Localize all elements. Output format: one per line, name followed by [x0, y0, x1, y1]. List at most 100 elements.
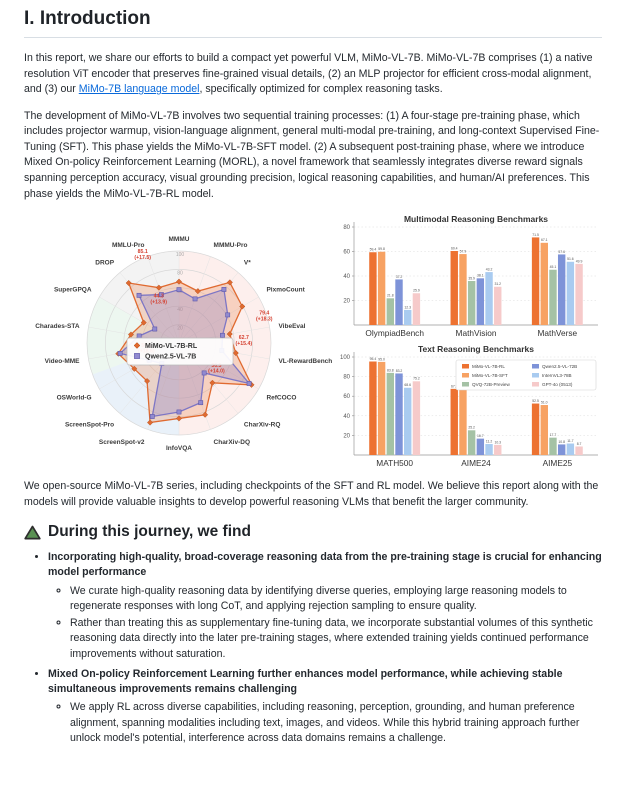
- svg-text:AIME24: AIME24: [461, 458, 491, 468]
- finding-item-1: Incorporating high-quality, broad-covera…: [48, 550, 602, 662]
- bar-charts-column: Multimodal Reasoning Benchmarks 20 40 60 80 O…: [330, 213, 602, 471]
- svg-text:MathVerse: MathVerse: [537, 328, 577, 338]
- finding-item-2: Mixed On-policy Reinforcement Learning f…: [48, 667, 602, 746]
- svg-text:MMMU: MMMU: [169, 236, 190, 243]
- findings-list: Incorporating high-quality, broad-covera…: [24, 550, 602, 746]
- svg-text:Text Reasoning Benchmarks: Text Reasoning Benchmarks: [418, 344, 534, 354]
- svg-text:8.7: 8.7: [577, 442, 582, 446]
- svg-text:85.1: 85.1: [138, 249, 148, 255]
- svg-text:DROP: DROP: [95, 260, 114, 267]
- finding-1-sub-2: Rather than treating this as supplementa…: [70, 616, 602, 662]
- multimodal-reasoning-chart: Multimodal Reasoning Benchmarks 20 40 60 80 O…: [343, 214, 598, 338]
- intro-paragraph-1: In this report, we share our efforts to …: [24, 51, 602, 98]
- svg-text:75.2: 75.2: [413, 377, 420, 381]
- svg-text:37.2: 37.2: [396, 275, 403, 279]
- svg-text:67.5: 67.5: [451, 384, 458, 388]
- benchmark-figure: 100 80 60 40 20 MMMU MMMU-Pro V* PixmoCount VibeE…: [24, 213, 602, 471]
- svg-text:60: 60: [343, 250, 350, 256]
- svg-text:59.4: 59.4: [370, 248, 377, 252]
- svg-text:40: 40: [343, 274, 350, 280]
- svg-text:(+15.4): (+15.4): [236, 341, 253, 347]
- svg-text:(+17.5): (+17.5): [134, 255, 151, 261]
- svg-text:21.8: 21.8: [387, 294, 394, 298]
- svg-text:11.7: 11.7: [567, 439, 573, 443]
- svg-text:40: 40: [177, 307, 183, 313]
- svg-text:MMMU-Pro: MMMU-Pro: [214, 242, 248, 249]
- svg-text:38.1: 38.1: [477, 274, 484, 278]
- svg-text:Charades-STA: Charades-STA: [35, 323, 80, 330]
- svg-text:51.0: 51.0: [541, 400, 548, 404]
- svg-text:16.7: 16.7: [477, 434, 484, 438]
- svg-text:20: 20: [177, 326, 183, 332]
- finding-2-title: Mixed On-policy Reinforcement Learning f…: [48, 667, 563, 696]
- svg-text:MathVision: MathVision: [456, 328, 497, 338]
- svg-text:Video-MME: Video-MME: [45, 358, 81, 365]
- svg-text:RefCOCO: RefCOCO: [266, 395, 296, 402]
- journey-heading-text: During this journey, we find: [48, 523, 251, 541]
- svg-text:QVQ-72B-Preview: QVQ-72B-Preview: [472, 382, 510, 387]
- svg-text:71.5: 71.5: [532, 233, 539, 237]
- svg-text:10.3: 10.3: [494, 440, 501, 444]
- svg-text:AIME25: AIME25: [543, 458, 573, 468]
- svg-text:31.2: 31.2: [494, 282, 501, 286]
- svg-text:(+18.3): (+18.3): [256, 316, 273, 322]
- svg-text:25.9: 25.9: [413, 289, 420, 293]
- svg-text:12.3: 12.3: [404, 305, 411, 309]
- svg-text:59.8: 59.8: [378, 247, 385, 251]
- text-reasoning-chart: Text Reasoning Benchmarks 20 40 60 80 100 MATH…: [340, 344, 598, 468]
- svg-text:56.5: 56.5: [211, 363, 221, 369]
- svg-text:25.2: 25.2: [468, 426, 475, 430]
- finding-1-sublist: We curate high-quality reasoning data by…: [48, 584, 602, 662]
- open-source-paragraph: We open-source MiMo-VL-7B series, includ…: [24, 480, 599, 508]
- svg-text:Multimodal Reasoning Benchmark: Multimodal Reasoning Benchmarks: [404, 214, 548, 224]
- svg-text:20: 20: [343, 433, 350, 439]
- radar-chart: 10080604020MMMUMMMU-ProV*PixmoCountVibeE…: [35, 236, 332, 452]
- svg-text:49.9: 49.9: [576, 259, 583, 263]
- svg-text:35.9: 35.9: [468, 276, 475, 280]
- svg-text:MiMo-VL-7B-RL: MiMo-VL-7B-RL: [145, 343, 198, 350]
- svg-text:95.0: 95.0: [378, 357, 385, 361]
- intro-paragraph-2: The development of MiMo-VL-7B involves t…: [24, 109, 600, 200]
- svg-text:CharXiv-DQ: CharXiv-DQ: [214, 439, 250, 446]
- svg-text:60: 60: [343, 394, 350, 400]
- svg-text:100: 100: [340, 355, 351, 361]
- svg-text:GPT-4o (0513): GPT-4o (0513): [542, 382, 573, 387]
- svg-text:100: 100: [176, 252, 185, 258]
- svg-text:60.4: 60.4: [451, 246, 458, 250]
- svg-text:VL-RewardBench: VL-RewardBench: [278, 358, 332, 365]
- svg-text:40: 40: [343, 414, 350, 420]
- svg-text:83.8: 83.8: [387, 368, 394, 372]
- svg-text:43.2: 43.2: [486, 268, 493, 272]
- svg-text:OSWorld-G: OSWorld-G: [57, 395, 92, 402]
- svg-text:95.4: 95.4: [370, 357, 377, 361]
- svg-text:(+13.9): (+13.9): [150, 299, 167, 305]
- svg-text:Qwen2.5-VL-7B: Qwen2.5-VL-7B: [145, 354, 196, 361]
- svg-text:62.7: 62.7: [239, 335, 249, 341]
- svg-text:57.6: 57.6: [558, 250, 565, 254]
- svg-text:MiMo-VL-7B-RL: MiMo-VL-7B-RL: [472, 364, 505, 369]
- svg-text:MMLU-Pro: MMLU-Pro: [112, 242, 145, 249]
- finding-1-title: Incorporating high-quality, broad-covera…: [48, 551, 602, 579]
- svg-text:80: 80: [343, 225, 350, 231]
- mountain-icon: [24, 525, 41, 540]
- svg-text:(+14.0): (+14.0): [208, 369, 225, 375]
- svg-text:51.6: 51.6: [567, 257, 574, 261]
- svg-text:10.8: 10.8: [558, 440, 565, 444]
- svg-text:44.3: 44.3: [154, 294, 164, 300]
- finding-2-sub-1: We apply RL across diverse capabilities,…: [70, 700, 602, 746]
- svg-text:45.1: 45.1: [550, 265, 557, 269]
- svg-text:79.4: 79.4: [259, 311, 269, 317]
- mimo-7b-language-model-link[interactable]: MiMo-7B language model: [78, 83, 200, 96]
- svg-text:InfoVQA: InfoVQA: [166, 445, 192, 452]
- svg-text:ScreenSpot-v2: ScreenSpot-v2: [99, 439, 145, 446]
- journey-heading: During this journey, we find: [24, 523, 602, 541]
- svg-text:ScreenSpot-Pro: ScreenSpot-Pro: [65, 421, 114, 428]
- svg-text:57.9: 57.9: [460, 250, 467, 254]
- svg-text:83.2: 83.2: [396, 369, 403, 373]
- svg-text:68.6: 68.6: [404, 383, 411, 387]
- svg-text:PixmoCount: PixmoCount: [266, 287, 305, 294]
- svg-text:80: 80: [177, 270, 183, 276]
- svg-text:SuperGPQA: SuperGPQA: [54, 287, 92, 294]
- svg-text:CharXiv-RQ: CharXiv-RQ: [244, 421, 280, 428]
